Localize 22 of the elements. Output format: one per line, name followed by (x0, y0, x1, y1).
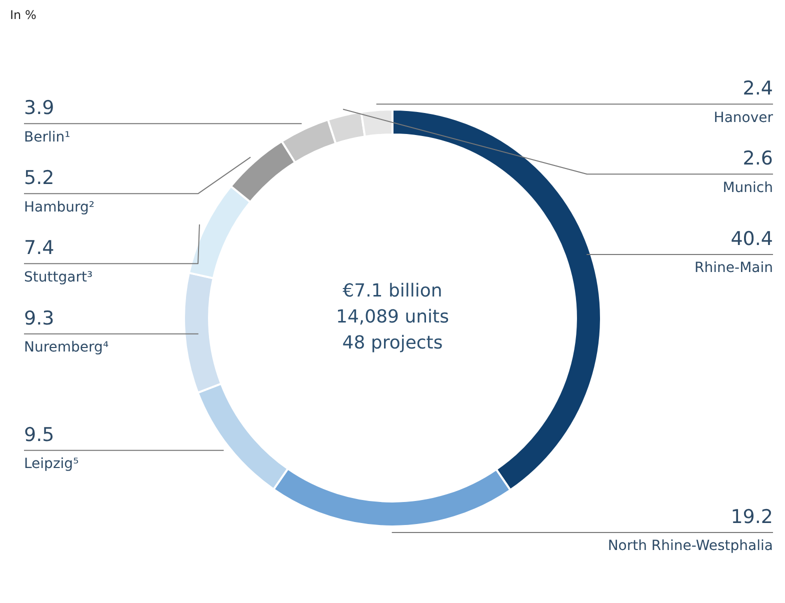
slice-label: Hanover (714, 110, 774, 126)
data-label: 2.4 (742, 78, 773, 100)
data-label: 7.4 (24, 237, 54, 260)
text: 14,089 units (336, 306, 449, 328)
data-label: 2.6 (742, 148, 773, 170)
text: 48 projects (342, 332, 443, 354)
slice-label: North Rhine-Westphalia (608, 538, 773, 554)
slice-label: Rhine-Main (694, 260, 773, 276)
slice-label: Hamburg² (24, 199, 95, 216)
text: €7.1 billion (342, 280, 442, 302)
data-label: 9.3 (24, 307, 54, 330)
slice-label: Stuttgart³ (24, 269, 93, 286)
slice-label: Leipzig⁵ (24, 456, 79, 472)
data-label: 9.5 (24, 424, 54, 446)
data-label: 3.9 (24, 97, 54, 120)
chart-title: In % (10, 8, 36, 22)
data-label: 40.4 (730, 228, 773, 250)
data-label: 5.2 (24, 167, 54, 190)
slice-label: Nuremberg⁴ (24, 339, 109, 356)
slice-label: Munich (722, 180, 773, 196)
slice-label: Berlin¹ (24, 129, 70, 146)
data-label: 19.2 (730, 506, 773, 528)
